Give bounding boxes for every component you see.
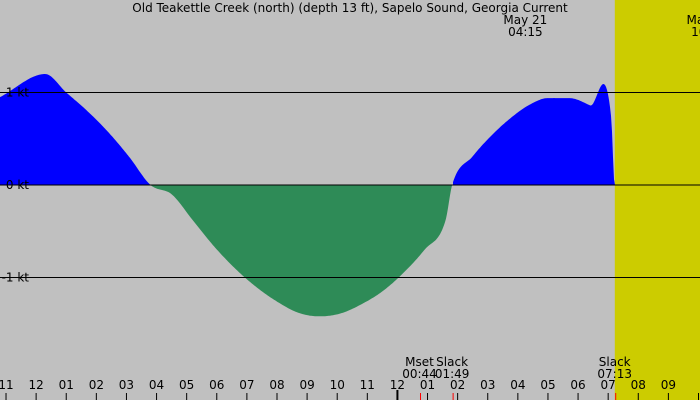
flood-area (453, 84, 615, 185)
event-time: 00:44 (402, 367, 437, 381)
current-areas (0, 74, 615, 317)
top-label-date: May 21 (686, 13, 700, 27)
x-tick-label: 07 (239, 378, 254, 392)
x-tick-label: 05 (540, 378, 555, 392)
x-tick-label: 09 (661, 378, 676, 392)
flood-area (0, 74, 151, 185)
x-tick-label: 04 (510, 378, 525, 392)
x-tick-label: 02 (89, 378, 104, 392)
y-gridlines (0, 92, 700, 278)
y-tick-label: -1 kt (2, 271, 30, 285)
top-label-date: May 21 (503, 13, 547, 27)
x-tick-label: 09 (299, 378, 314, 392)
x-tick-label: 01 (420, 378, 435, 392)
x-tick-label: 07 (601, 378, 616, 392)
x-tick-label: 01 (59, 378, 74, 392)
x-tick-label: 05 (179, 378, 194, 392)
event-label: Slack (436, 355, 468, 369)
x-tick-label: 04 (149, 378, 164, 392)
x-tick-label: 10 (330, 378, 345, 392)
x-tick-label: 11 (360, 378, 375, 392)
y-tick-labels: 1 kt 0 kt -1 kt (2, 86, 30, 285)
ebb-area (151, 185, 453, 317)
x-tick-label: 12 (390, 378, 405, 392)
event-time: 01:49 (435, 367, 470, 381)
x-tick-label: 08 (631, 378, 646, 392)
x-tick-label: 03 (119, 378, 134, 392)
x-tick-label: 02 (450, 378, 465, 392)
x-ticks: 11 12 01 02 03 04 05 06 07 08 09 10 11 12 01 02 03 04 05 06… (0, 378, 699, 400)
chart-title: Old Teakettle Creek (north) (depth 13 ft… (132, 1, 568, 15)
top-label-time: 04:15 (508, 25, 543, 39)
event-label: Mset (405, 355, 434, 369)
x-tick-label: 12 (28, 378, 43, 392)
daylight-band (614, 0, 700, 400)
x-tick-label: 06 (570, 378, 585, 392)
x-tick-label: 11 (0, 378, 14, 392)
y-tick-label: 0 kt (6, 178, 29, 192)
y-tick-label: 1 kt (6, 86, 29, 100)
x-tick-label: 03 (480, 378, 495, 392)
top-label-time: 10:20 (691, 25, 700, 39)
event-time: 07:13 (597, 367, 632, 381)
bottom-event-labels: Mset00:44Slack01:49Slack07:13Mrise11:17S… (402, 355, 632, 381)
event-label: Slack (599, 355, 631, 369)
x-tick-label: 08 (269, 378, 284, 392)
x-tick-label: 06 (209, 378, 224, 392)
